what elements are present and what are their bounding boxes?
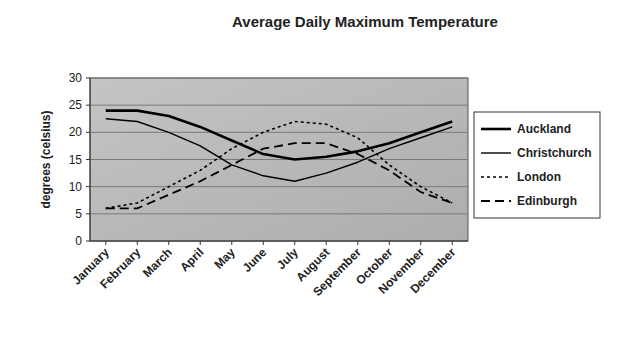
- x-tick: [137, 241, 138, 245]
- legend-swatch: [481, 152, 511, 153]
- title: Average Daily Maximum Temperature: [232, 13, 498, 30]
- grid-line: [90, 132, 468, 133]
- series-line: [106, 111, 453, 160]
- y-tick-label: 15: [69, 153, 83, 167]
- x-tick-label: September: [310, 245, 364, 299]
- x-tick: [326, 241, 327, 245]
- legend-label: Christchurch: [517, 146, 592, 160]
- legend: [474, 112, 600, 218]
- legend-swatch: [481, 200, 511, 202]
- legend-swatch: [481, 128, 511, 131]
- x-tick: [420, 241, 421, 245]
- grid-line: [90, 241, 468, 242]
- legend-label: Edinburgh: [517, 194, 577, 208]
- x-tick-label: April: [177, 245, 206, 274]
- grid-line: [90, 213, 468, 214]
- x-tick: [105, 241, 106, 245]
- y-tick: [86, 186, 90, 187]
- x-tick: [357, 241, 358, 245]
- y-tick-label: 0: [75, 234, 82, 248]
- y-tick-label: 20: [69, 125, 83, 139]
- series-group: [106, 111, 453, 209]
- grid-line: [90, 78, 468, 79]
- y-axis-label: degrees (celsius): [39, 110, 53, 208]
- x-tick: [231, 241, 232, 245]
- grid-line: [90, 159, 468, 160]
- grid-line: [90, 105, 468, 106]
- legend-label: London: [517, 170, 561, 184]
- legend-label: Auckland: [517, 122, 571, 136]
- x-tick-label: March: [140, 245, 175, 280]
- y-axis: [90, 78, 91, 241]
- y-tick: [86, 213, 90, 214]
- y-tick: [86, 241, 90, 242]
- legend-swatch: [481, 176, 511, 178]
- x-tick: [200, 241, 201, 245]
- x-tick-label: May: [211, 245, 238, 272]
- x-tick: [389, 241, 390, 245]
- x-tick-label: July: [274, 245, 301, 272]
- series-line: [106, 143, 453, 208]
- y-tick: [86, 105, 90, 106]
- chart: Average Daily Maximum Temperature 0 5 10 15 2…: [0, 0, 640, 349]
- x-tick-label: June: [240, 245, 270, 275]
- x-tick: [452, 241, 453, 245]
- x-tick: [168, 241, 169, 245]
- plot-area: [90, 78, 468, 241]
- x-axis: [90, 241, 468, 242]
- y-tick-label: 25: [69, 98, 83, 112]
- y-tick: [86, 159, 90, 160]
- x-tick-label: February: [97, 245, 143, 291]
- y-tick-label: 10: [69, 180, 83, 194]
- y-tick-label: 5: [75, 207, 82, 221]
- x-tick: [263, 241, 264, 245]
- x-tick: [294, 241, 295, 245]
- y-tick-label: 30: [69, 71, 83, 85]
- y-tick: [86, 132, 90, 133]
- series-line: [106, 121, 453, 208]
- x-tick-label: December: [407, 245, 458, 296]
- y-tick: [86, 78, 90, 79]
